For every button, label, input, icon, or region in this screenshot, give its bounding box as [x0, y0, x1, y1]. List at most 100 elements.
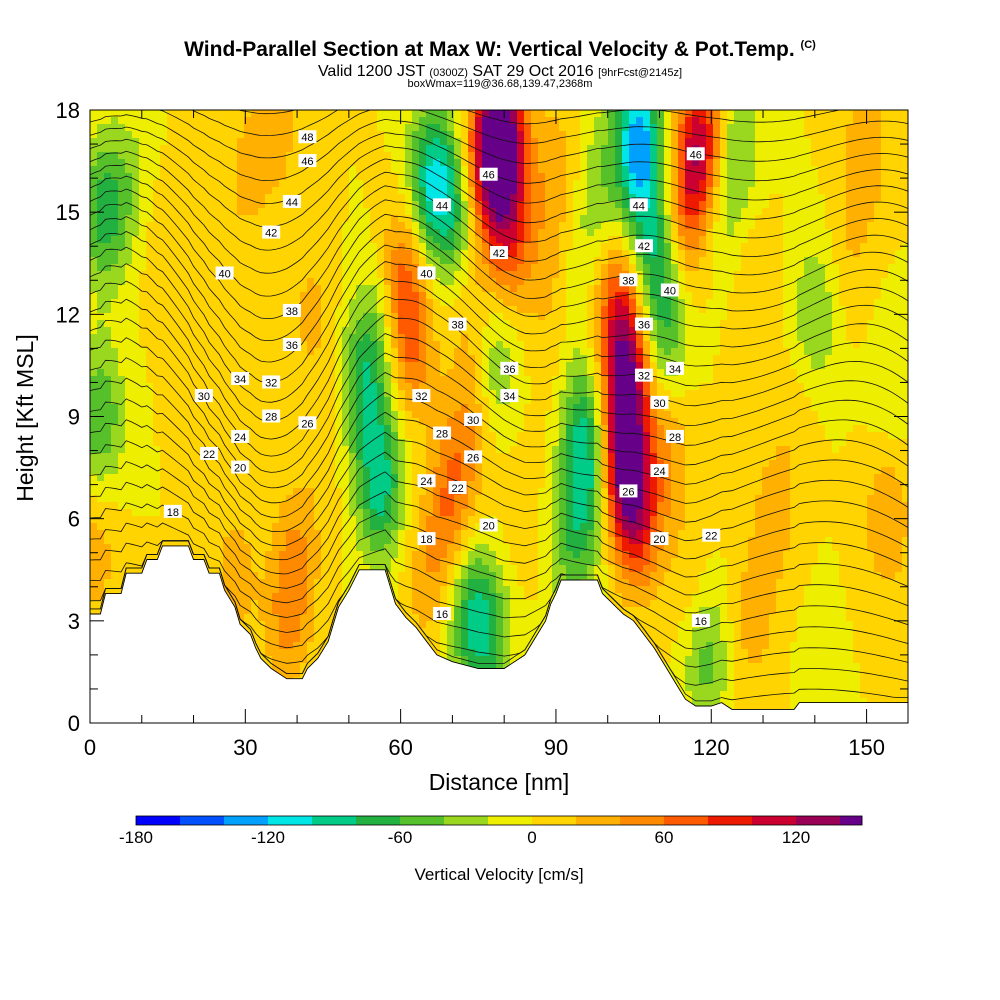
field-cell [412, 145, 420, 153]
field-cell [251, 250, 259, 258]
field-cell [153, 425, 161, 433]
field-cell [300, 628, 308, 636]
field-cell [391, 110, 399, 118]
field-cell [174, 257, 182, 265]
field-cell [398, 607, 406, 615]
field-cell [307, 376, 315, 384]
field-cell [209, 159, 217, 167]
field-cell [167, 411, 175, 419]
field-cell [202, 334, 210, 342]
field-cell [258, 334, 266, 342]
field-cell [454, 600, 462, 608]
field-cell [363, 131, 371, 139]
field-cell [209, 201, 217, 209]
field-cell [167, 432, 175, 440]
field-cell [174, 194, 182, 202]
field-cell [300, 229, 308, 237]
field-cell [468, 334, 476, 342]
field-cell [118, 369, 126, 377]
field-cell [160, 418, 168, 426]
field-cell [356, 460, 364, 468]
field-cell [433, 635, 441, 643]
field-cell [370, 355, 378, 363]
field-cell [440, 404, 448, 412]
field-cell [244, 159, 252, 167]
field-cell [139, 152, 147, 160]
field-cell [370, 516, 378, 524]
field-cell [279, 551, 287, 559]
field-cell [468, 362, 476, 370]
field-cell [426, 586, 434, 594]
field-cell [146, 264, 154, 272]
field-cell [398, 523, 406, 531]
field-cell [286, 551, 294, 559]
field-cell [216, 411, 224, 419]
field-cell [181, 369, 189, 377]
field-cell [223, 229, 231, 237]
field-cell [265, 495, 273, 503]
field-cell [377, 355, 385, 363]
field-cell [139, 404, 147, 412]
field-cell [419, 215, 427, 223]
field-cell [398, 208, 406, 216]
field-cell [447, 348, 455, 356]
field-cell [195, 208, 203, 216]
field-cell [272, 166, 280, 174]
field-cell [300, 670, 308, 678]
field-cell [188, 299, 196, 307]
field-cell [265, 250, 273, 258]
field-cell [209, 320, 217, 328]
field-cell [167, 418, 175, 426]
field-cell [398, 138, 406, 146]
field-cell [328, 124, 336, 132]
field-cell [349, 243, 357, 251]
field-cell [328, 418, 336, 426]
field-cell [398, 586, 406, 594]
field-cell [216, 439, 224, 447]
field-cell [181, 271, 189, 279]
field-cell [300, 614, 308, 622]
field-cell [370, 390, 378, 398]
field-cell [272, 369, 280, 377]
field-cell [272, 264, 280, 272]
field-cell [160, 355, 168, 363]
field-cell [258, 348, 266, 356]
field-cell [118, 390, 126, 398]
field-cell [363, 215, 371, 223]
field-cell [209, 145, 217, 153]
field-cell [223, 313, 231, 321]
field-cell [146, 439, 154, 447]
field-cell [468, 509, 476, 517]
field-cell [111, 166, 119, 174]
field-cell [440, 635, 448, 643]
field-cell [377, 502, 385, 510]
field-cell [468, 467, 476, 475]
field-cell [258, 411, 266, 419]
field-cell [377, 537, 385, 545]
field-cell [328, 383, 336, 391]
field-cell [300, 355, 308, 363]
field-cell [202, 495, 210, 503]
field-cell [328, 159, 336, 167]
field-cell [475, 264, 483, 272]
field-cell [475, 187, 483, 195]
field-cell [97, 502, 105, 510]
field-cell [314, 390, 322, 398]
field-cell [111, 376, 119, 384]
field-cell [349, 299, 357, 307]
field-cell [97, 411, 105, 419]
field-cell [482, 138, 490, 146]
field-cell [398, 180, 406, 188]
field-cell [293, 495, 301, 503]
field-cell [384, 187, 392, 195]
field-cell [286, 299, 294, 307]
field-cell [97, 446, 105, 454]
field-cell [342, 488, 350, 496]
field-cell [468, 124, 476, 132]
field-cell [405, 208, 413, 216]
field-cell [153, 530, 161, 538]
field-cell [132, 397, 140, 405]
field-cell [279, 271, 287, 279]
field-cell [251, 565, 259, 573]
field-cell [125, 166, 133, 174]
